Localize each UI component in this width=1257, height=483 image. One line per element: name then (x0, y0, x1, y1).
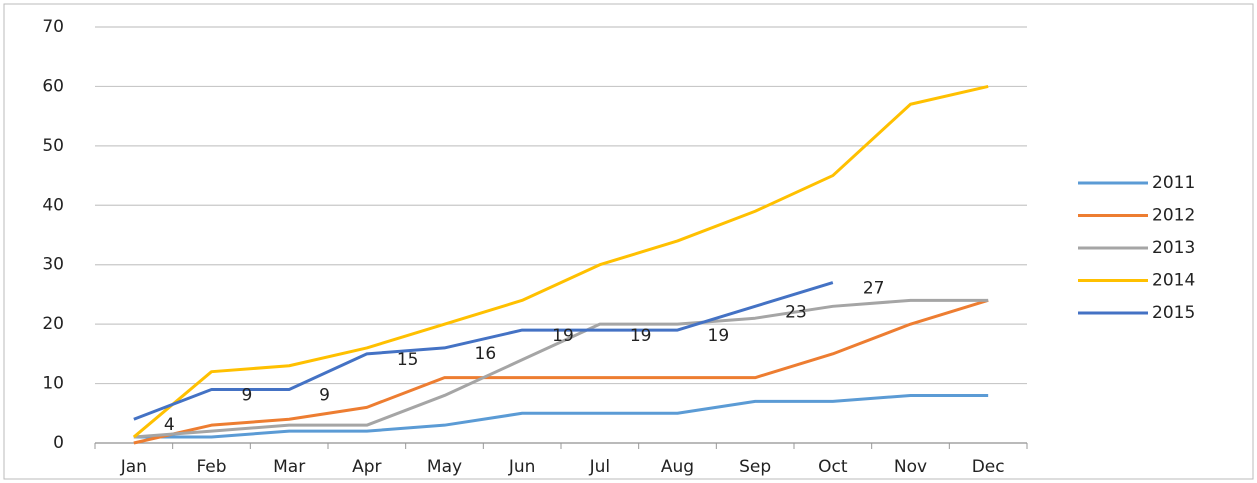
series-line (133, 298, 989, 439)
x-tick-label: Jun (508, 457, 536, 477)
x-tick-label: Jan (120, 457, 147, 477)
x-tick-label: Feb (196, 457, 226, 477)
y-tick-label: 10 (42, 374, 64, 394)
x-tick-label: Mar (273, 457, 305, 477)
series-line (133, 393, 989, 439)
legend-label: 2013 (1152, 238, 1195, 258)
series-line (132, 84, 989, 439)
y-tick-label: 0 (53, 433, 64, 453)
legend-label: 2015 (1152, 303, 1195, 323)
chart-border (3, 3, 1254, 480)
x-tick-label: Nov (894, 457, 927, 477)
x-tick-label: Aug (661, 457, 694, 477)
x-tick-label: Apr (352, 457, 381, 477)
x-tick-label: Jul (589, 457, 611, 477)
data-label: 19 (552, 326, 574, 346)
data-label: 19 (630, 326, 652, 346)
y-tick-label: 30 (42, 255, 64, 275)
legend-label: 2014 (1152, 271, 1195, 291)
x-tick-label: Sep (739, 457, 771, 477)
y-tick-label: 50 (42, 136, 64, 156)
data-label: 19 (708, 326, 730, 346)
data-label: 4 (164, 415, 175, 435)
series-line (133, 298, 989, 445)
x-tick-label: Oct (818, 457, 848, 477)
y-tick-label: 70 (42, 17, 64, 37)
data-label: 27 (863, 279, 885, 299)
x-tick-label: May (427, 457, 462, 477)
data-label: 23 (785, 302, 807, 322)
y-tick-label: 20 (42, 314, 64, 334)
legend-label: 2012 (1152, 206, 1195, 226)
series-line (133, 281, 834, 421)
legend-label: 2011 (1152, 173, 1195, 193)
data-label: 16 (475, 344, 497, 364)
y-tick-label: 60 (42, 76, 64, 96)
x-tick-label: Dec (972, 457, 1005, 477)
data-label: 15 (397, 350, 419, 370)
data-label: 9 (242, 386, 253, 406)
data-label: 9 (319, 386, 330, 406)
y-tick-label: 40 (42, 195, 64, 215)
